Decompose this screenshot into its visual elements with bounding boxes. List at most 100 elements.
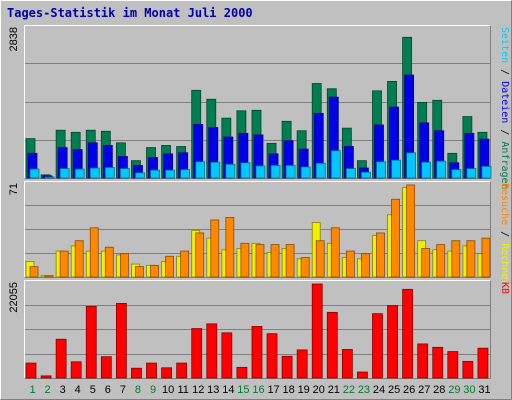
bar-besuche-day-29 [451,240,461,278]
x-tick-day-15: 15 [237,384,249,396]
bar-kb-day-28 [432,346,444,379]
x-tick-day-10: 10 [162,384,174,396]
series-label-separator: / [499,123,510,141]
bar-seiten-day-28 [436,160,447,179]
bar-seiten-day-14 [225,163,236,179]
bar-kb-day-30 [462,360,474,379]
bar-kb-day-3 [55,338,67,379]
series-label-anfragen: Anfragen [499,141,510,189]
x-tick-day-7: 7 [120,384,126,396]
series-label-separator: / [499,63,510,81]
bar-seiten-day-27 [421,161,432,179]
bar-besuche-day-11 [180,250,190,278]
x-tick-day-22: 22 [343,384,355,396]
x-tick-day-3: 3 [60,384,66,396]
x-tick-day-24: 24 [373,384,385,396]
bar-besuche-day-24 [376,232,385,278]
x-tick-day-28: 28 [433,384,445,396]
bar-besuche-day-6 [104,246,114,278]
bar-besuche-day-10 [165,255,174,278]
bar-besuche-day-3 [59,250,69,278]
x-tick-day-5: 5 [90,384,96,396]
bar-seiten-day-13 [210,161,221,179]
series-label-kb: KB [499,282,510,294]
series-label-besuche: Besuche [499,183,510,225]
bar-besuche-day-14 [225,216,235,278]
bar-kb-day-2 [40,375,52,379]
bar-seiten-day-31 [481,166,492,179]
bar-besuche-day-4 [74,240,84,278]
bar-seiten-day-7 [119,168,130,179]
bar-kb-day-24 [372,313,383,379]
bar-seiten-day-18 [285,164,296,179]
bar-kb-day-7 [115,303,127,379]
x-tick-day-27: 27 [418,384,430,396]
series-label-dateien: Dateien [499,81,510,123]
series-label-seiten: Seiten [499,27,510,63]
bar-besuche-day-18 [285,244,295,278]
x-tick-day-16: 16 [252,384,264,396]
bar-besuche-day-28 [436,244,446,278]
bar-kb-day-25 [387,305,398,379]
x-tick-day-18: 18 [283,384,295,396]
bar-seiten-day-21 [330,150,341,179]
bar-kb-day-22 [341,349,353,379]
x-tick-day-13: 13 [207,384,219,396]
x-tick-day-31: 31 [478,384,490,396]
series-label-rechner: Rechner [499,243,510,285]
bar-besuche-day-7 [119,253,129,278]
bar-besuche-day-16 [255,244,265,278]
bar-seiten-day-23 [361,171,371,179]
bar-seiten-day-16 [255,165,266,179]
x-tick-day-26: 26 [403,384,415,396]
bar-kb-day-26 [402,288,414,379]
bar-besuche-day-2 [44,275,54,278]
bar-seiten-day-22 [345,168,356,179]
x-tick-day-17: 17 [267,384,279,396]
bar-besuche-day-12 [195,232,205,278]
panel-hits-ymax-label: 2838 [8,27,20,51]
bar-kb-day-9 [146,362,157,379]
bar-kb-day-23 [357,371,368,379]
bar-besuche-day-30 [466,240,476,278]
x-tick-day-6: 6 [105,384,111,396]
x-tick-day-4: 4 [75,384,81,396]
bar-seiten-day-9 [150,169,160,179]
x-tick-day-1: 1 [29,384,35,396]
bar-kb-day-17 [266,333,278,379]
bar-kb-day-4 [70,361,82,379]
x-tick-day-23: 23 [358,384,370,396]
bar-kb-day-29 [447,351,459,379]
bar-seiten-day-29 [451,169,462,179]
bar-kb-day-21 [326,311,338,379]
bar-besuche-day-25 [391,198,400,278]
bar-kb-day-5 [85,305,97,379]
bar-besuche-day-26 [406,184,416,278]
panel-visits-ymax-label: 71 [8,183,20,195]
x-tick-day-11: 11 [177,384,188,396]
bar-kb-day-6 [100,356,112,379]
x-tick-day-12: 12 [192,384,204,396]
bar-seiten-day-24 [376,161,386,179]
chart-title: Tages-Statistik im Monat Juli 2000 [7,6,253,20]
bar-besuche-day-19 [300,257,310,278]
bar-seiten-day-20 [315,162,326,179]
bar-seiten-day-30 [466,168,477,179]
bar-besuche-day-13 [210,219,220,278]
bar-kb-day-13 [206,323,218,379]
bar-besuche-day-15 [240,242,250,278]
bar-besuche-day-9 [150,264,159,278]
panel-kb-ymax-label: 22055 [8,282,20,313]
bar-besuche-day-27 [421,248,431,278]
bar-seiten-day-15 [240,162,251,179]
bar-besuche-day-8 [135,266,144,278]
bar-kb-day-1 [25,362,37,379]
bar-kb-day-31 [477,347,489,379]
bar-seiten-day-1 [29,168,40,179]
panel-hits-series-labels: Seiten / Dateien / Anfragen [499,27,510,190]
bar-besuche-day-31 [481,237,491,278]
bar-kb-day-8 [131,367,142,379]
bar-kb-day-14 [221,332,233,379]
